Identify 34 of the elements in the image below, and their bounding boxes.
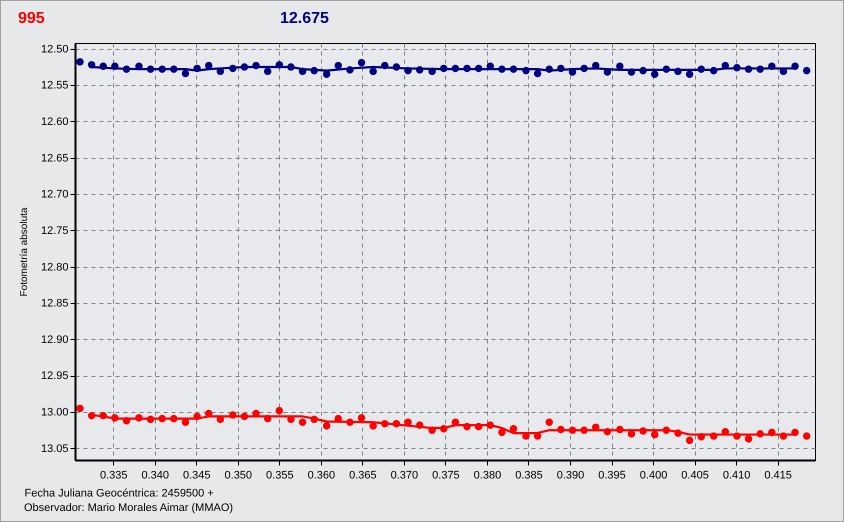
y-tick-label: 12.90 [40, 334, 68, 346]
x-tick-label: 0.375 [432, 470, 460, 482]
chart-subtitle: 12.675 [280, 10, 329, 28]
y-tick-label: 12.70 [40, 188, 68, 201]
y-tick-label: 13.05 [40, 442, 68, 455]
x-tick-label: 0.400 [640, 470, 668, 482]
y-tick-label: 13.00 [40, 406, 68, 419]
x-tick-label: 0.370 [390, 470, 418, 482]
x-tick-label: 0.355 [266, 470, 294, 482]
text: Observador: Mario Morales Aimar (MMAO) [24, 502, 234, 514]
x-tick-label: 0.395 [598, 470, 626, 482]
y-tick-label: 12.80 [40, 261, 68, 274]
x-tick-label: 0.350 [224, 470, 252, 482]
x-tick-label: 0.405 [681, 470, 709, 482]
x-tick-label: 0.335 [100, 470, 128, 482]
y-axis-title: Fotometría absoluta [18, 207, 30, 296]
chart-title: 995 [18, 10, 45, 28]
y-tick-label: 12.60 [40, 116, 68, 128]
x-tick-label: 0.360 [308, 470, 336, 482]
y-tick-label: 12.85 [40, 298, 68, 310]
y-tick-label: 12.75 [40, 224, 68, 237]
x-axis-title: Fecha Juliana Geocéntrica: 2459500 + [24, 488, 214, 500]
y-tick-label: 12.95 [40, 370, 68, 382]
x-tick-label: 0.365 [349, 470, 377, 482]
y-tick-label: 12.65 [40, 152, 68, 164]
x-tick-label: 0.410 [722, 470, 750, 482]
y-tick-label: 12.50 [40, 43, 68, 56]
y-tick-label: 12.55 [40, 80, 68, 92]
x-tick-label: 0.385 [515, 470, 543, 482]
x-tick-label: 0.415 [764, 470, 792, 482]
x-tick-label: 0.380 [474, 470, 502, 482]
x-tick-label: 0.345 [182, 470, 211, 482]
x-tick-label: 0.340 [141, 470, 169, 482]
x-tick-label: 0.390 [556, 470, 584, 482]
